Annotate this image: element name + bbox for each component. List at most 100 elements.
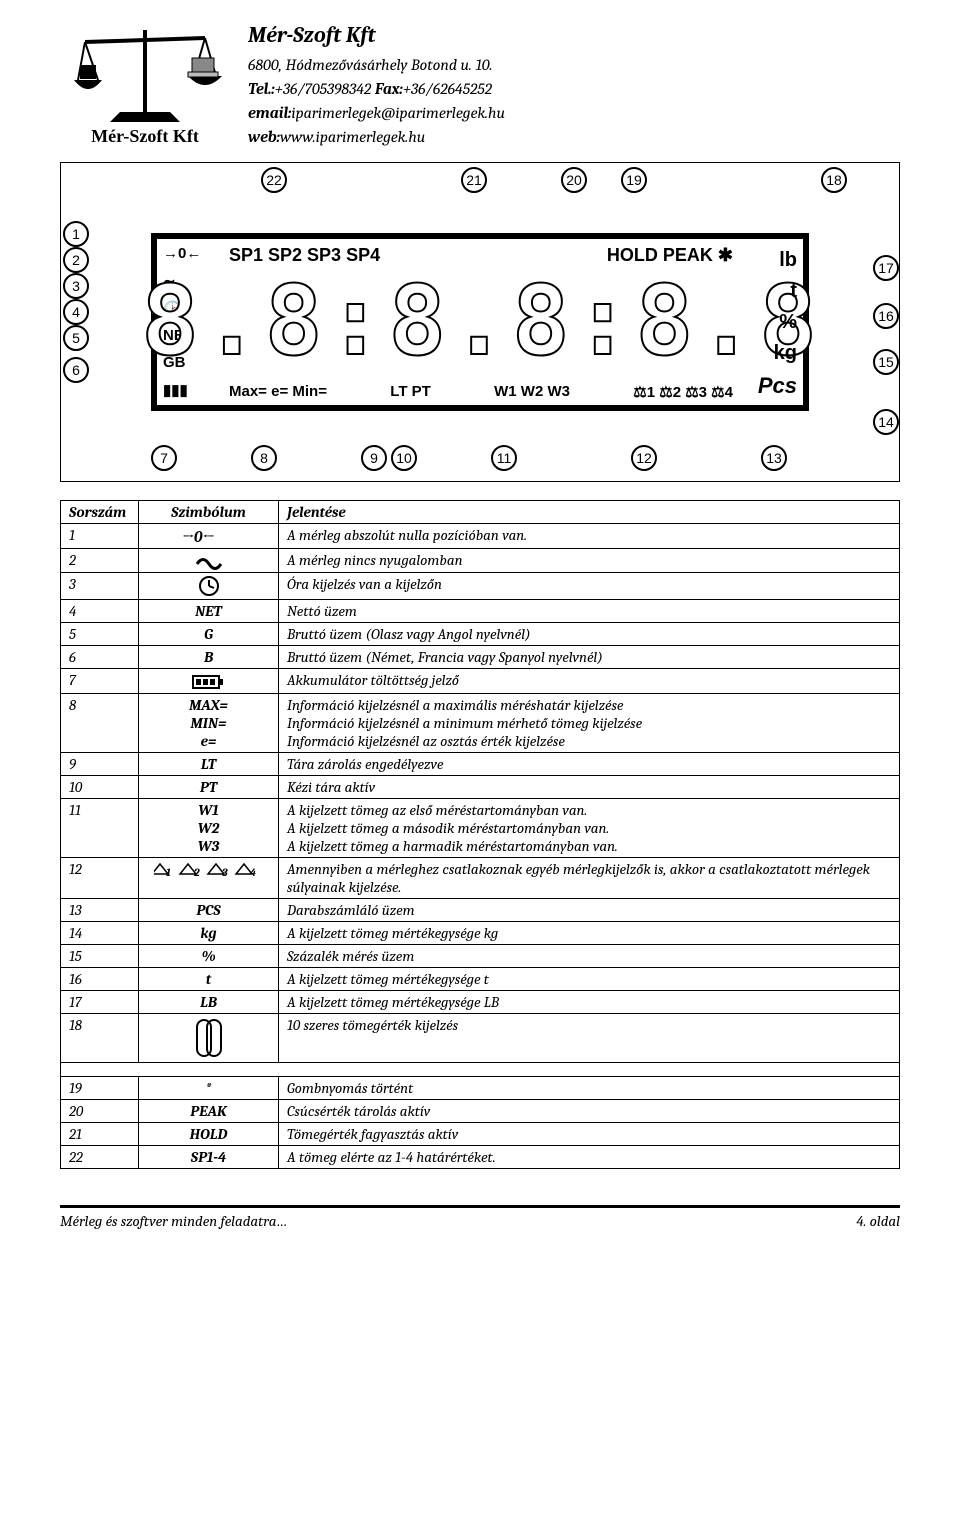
lcd-top-row: SP1 SP2 SP3 SP4 HOLD PEAK ✱ <box>229 245 733 266</box>
row-description: Bruttó üzem (Német, Francia vagy Spanyol… <box>279 646 900 669</box>
callout-9: 9 <box>361 445 387 471</box>
tel-value: +36/705398342 <box>275 80 371 98</box>
row-description: Tömegérték fagyasztás aktív <box>279 1122 900 1145</box>
row-description: Gombnyomás történt <box>279 1076 900 1099</box>
row-number: 17 <box>61 990 139 1013</box>
zero-icon: →0← <box>163 245 221 262</box>
symbol-legend-table: Sorszám Szimbólum Jelentése 1→0←A mérleg… <box>60 500 900 1169</box>
row-description: A mérleg abszolút nulla pozícióban van. <box>279 524 900 549</box>
table-row: 121234Amennyiben a mérleghez csatlakozna… <box>61 857 900 898</box>
battery-icon: ▮▮▮ <box>163 381 221 399</box>
table-row: 19*Gombnyomás történt <box>61 1076 900 1099</box>
row-number: 11 <box>61 798 139 857</box>
fax-label: Fax: <box>375 80 403 98</box>
row-description: A tömeg elérte az 1-4 határértéket. <box>279 1145 900 1168</box>
row-number: 4 <box>61 600 139 623</box>
col-szimbolum: Szimbólum <box>139 501 279 524</box>
row-symbol: kg <box>139 921 279 944</box>
row-description: Csúcsérték tárolás aktív <box>279 1099 900 1122</box>
row-number: 5 <box>61 623 139 646</box>
table-row: 15%Százalék mérés üzem <box>61 944 900 967</box>
row-description: Bruttó üzem (Olasz vagy Angol nyelvnél) <box>279 623 900 646</box>
row-symbol: NET <box>139 600 279 623</box>
lcd-right-units: lb t % kg Pcs <box>741 249 797 399</box>
sp-labels: SP1 SP2 SP3 SP4 <box>229 245 380 266</box>
row-description: Amennyiben a mérleghez csatlakoznak egyé… <box>279 857 900 898</box>
row-description: Nettó üzem <box>279 600 900 623</box>
web-value: www.iparimerlegek.hu <box>280 128 425 146</box>
table-row: 5GBruttó üzem (Olasz vagy Angol nyelvnél… <box>61 623 900 646</box>
row-symbol: B <box>139 646 279 669</box>
table-row: 4NETNettó üzem <box>61 600 900 623</box>
row-number: 1 <box>61 524 139 549</box>
percent-unit: % <box>779 311 797 334</box>
table-row: 10PTKézi tára aktív <box>61 775 900 798</box>
row-description: Információ kijelzésnél a maximális mérés… <box>279 693 900 752</box>
row-symbol: PEAK <box>139 1099 279 1122</box>
table-row: 2A mérleg nincs nyugalomban <box>61 548 900 573</box>
company-name: Mér-Szoft Kft <box>248 22 900 48</box>
row-number: 8 <box>61 693 139 752</box>
lb-unit: lb <box>779 249 797 272</box>
row-description: Kézi tára aktív <box>279 775 900 798</box>
company-phone: Tel.:+36/705398342 Fax:+36/62645252 <box>248 80 900 98</box>
callout-6: 6 <box>63 357 89 383</box>
table-row: 20PEAKCsúcsérték tárolás aktív <box>61 1099 900 1122</box>
callout-14: 14 <box>873 409 899 435</box>
row-symbol: PCS <box>139 898 279 921</box>
row-description: Óra kijelzés van a kijelzőn <box>279 573 900 600</box>
callout-13: 13 <box>761 445 787 471</box>
row-symbol <box>139 669 279 694</box>
kg-unit: kg <box>774 342 797 365</box>
row-symbol: W1W2W3 <box>139 798 279 857</box>
svg-text:→0←: →0← <box>182 528 215 546</box>
table-row: 14kgA kijelzett tömeg mértékegysége kg <box>61 921 900 944</box>
row-description: A kijelzett tömeg az első méréstartomány… <box>279 798 900 857</box>
table-row: 7Akkumulátor töltöttség jelző <box>61 669 900 694</box>
row-description: Darabszámláló üzem <box>279 898 900 921</box>
callout-18: 18 <box>821 167 847 193</box>
fax-value: +36/62645252 <box>403 80 492 98</box>
row-number: 21 <box>61 1122 139 1145</box>
row-number: 12 <box>61 857 139 898</box>
max-min-e-labels: Max= e= Min= <box>229 383 327 401</box>
table-row: 11W1W2W3A kijelzett tömeg az első mérést… <box>61 798 900 857</box>
email-label: email: <box>248 104 291 122</box>
table-row: 9LTTára zárolás engedélyezve <box>61 752 900 775</box>
callout-22: 22 <box>261 167 287 193</box>
callout-4: 4 <box>63 299 89 325</box>
lcd-callout-figure: →0← ∼ 🕑 NET GB ▮▮▮ SP1 SP2 SP3 SP4 HOLD … <box>60 162 900 482</box>
callout-21: 21 <box>461 167 487 193</box>
callout-12: 12 <box>631 445 657 471</box>
tel-label: Tel.: <box>248 80 275 98</box>
footer-page-number: 4. oldal <box>856 1212 900 1230</box>
row-number: 6 <box>61 646 139 669</box>
callout-11: 11 <box>491 445 517 471</box>
company-web: web:www.iparimerlegek.hu <box>248 128 900 146</box>
company-contact: Mér-Szoft Kft 6800, Hódmezővásárhely Bot… <box>248 20 900 152</box>
table-row: 13PCSDarabszámláló üzem <box>61 898 900 921</box>
row-symbol: 1234 <box>139 857 279 898</box>
callout-1: 1 <box>63 221 89 247</box>
table-row: 1 →0← A mérleg abszolút nulla pozícióban v… <box>61 524 900 549</box>
t-unit: t <box>790 280 797 303</box>
row-symbol: PT <box>139 775 279 798</box>
table-row: 1810 szeres tömegérték kijelzés <box>61 1013 900 1062</box>
row-number: 9 <box>61 752 139 775</box>
row-symbol: G <box>139 623 279 646</box>
row-symbol: % <box>139 944 279 967</box>
table-row: 16tA kijelzett tömeg mértékegysége t <box>61 967 900 990</box>
callout-10: 10 <box>391 445 417 471</box>
table-row: 17LBA kijelzett tömeg mértékegysége LB <box>61 990 900 1013</box>
page: Mér-Szoft Kft Mér-Szoft Kft 6800, Hódmez… <box>0 0 960 1250</box>
row-description: A mérleg nincs nyugalomban <box>279 548 900 573</box>
table-row: 6BBruttó üzem (Német, Francia vagy Spany… <box>61 646 900 669</box>
callout-20: 20 <box>561 167 587 193</box>
callout-7: 7 <box>151 445 177 471</box>
email-value: iparimerlegek@iparimerlegek.hu <box>291 104 505 122</box>
lcd-panel: →0← ∼ 🕑 NET GB ▮▮▮ SP1 SP2 SP3 SP4 HOLD … <box>151 233 809 411</box>
web-label: web: <box>248 128 280 146</box>
row-description: Akkumulátor töltöttség jelző <box>279 669 900 694</box>
balance-scale-logo-icon <box>60 20 230 130</box>
callout-3: 3 <box>63 273 89 299</box>
